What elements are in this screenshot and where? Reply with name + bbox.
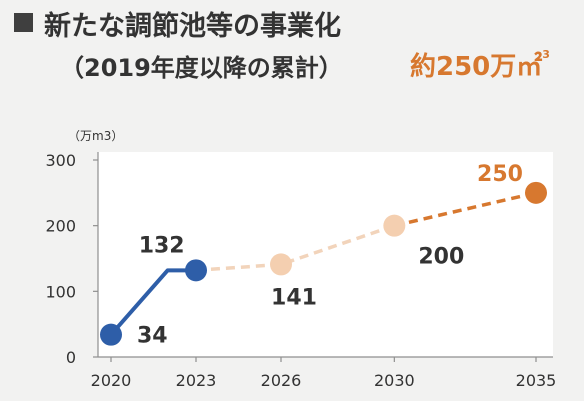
total-value-text: 約250万	[410, 52, 517, 82]
data-label: 34	[137, 324, 168, 349]
total-unit: ㎡	[516, 52, 543, 82]
data-point	[270, 253, 292, 276]
x-tick-label: 2026	[261, 371, 302, 390]
data-label: 141	[271, 285, 317, 310]
x-tick-label: 2023	[176, 371, 217, 390]
data-label: 250	[477, 162, 523, 187]
y-tick-label: 200	[45, 217, 76, 236]
title-bullet	[14, 13, 33, 32]
chart-title: 新たな調節池等の事業化	[44, 11, 341, 42]
data-point	[525, 181, 547, 204]
x-tick-label: 2020	[91, 371, 132, 390]
total-unit-sup: 3	[542, 48, 550, 61]
data-label: 132	[139, 233, 185, 258]
data-label: 200	[418, 245, 464, 270]
data-point	[383, 214, 406, 237]
data-point	[100, 323, 122, 346]
y-tick-label: 100	[45, 282, 76, 301]
data-point	[185, 259, 207, 282]
x-tick-label: 2035	[516, 371, 557, 390]
chart-subtitle: （2019年度以降の累計）	[60, 54, 343, 82]
total-value: 約250万㎡3	[410, 46, 550, 83]
y-tick-label: 300	[45, 151, 76, 170]
y-tick-label: 0	[66, 348, 76, 367]
series-line-2	[195, 224, 395, 273]
x-tick-label: 2030	[374, 371, 415, 390]
series-line-3	[393, 191, 537, 228]
plot-area	[98, 152, 553, 357]
y-axis-label: （万m3）	[68, 129, 123, 143]
